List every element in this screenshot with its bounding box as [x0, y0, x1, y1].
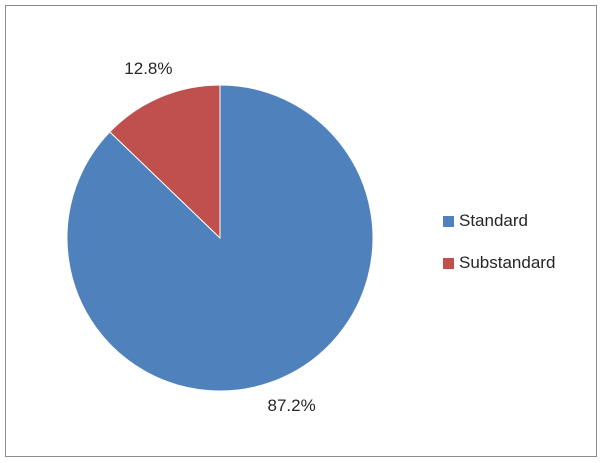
legend-item-substandard: Substandard: [443, 252, 555, 274]
pie-slices: [66, 84, 374, 392]
legend-item-standard: Standard: [443, 210, 555, 232]
legend-swatch-standard: [443, 215, 454, 227]
legend-label-substandard: Substandard: [459, 253, 556, 272]
chart-area: 87.2% 12.8% Standard Substandard: [5, 5, 597, 457]
legend-label-standard: Standard: [459, 211, 528, 230]
legend-swatch-substandard: [443, 257, 454, 269]
data-labels: 87.2% 12.8%: [124, 59, 315, 415]
pie-chart: 87.2% 12.8%: [66, 59, 374, 415]
data-label-substandard: 12.8%: [124, 59, 172, 78]
legend: Standard Substandard: [443, 210, 555, 294]
data-label-standard: 87.2%: [267, 396, 315, 415]
pie-slice-substandard: [109, 84, 221, 240]
